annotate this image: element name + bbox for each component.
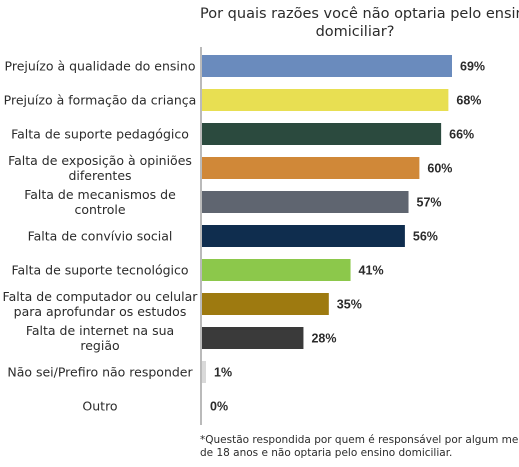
category-label-9: Não sei/Prefiro não responder bbox=[7, 365, 193, 380]
footnote-line-1: *Questão respondida por quem é responsáv… bbox=[200, 434, 519, 446]
value-label-8: 28% bbox=[311, 332, 336, 346]
category-label-6: Falta de suporte tecnológico bbox=[11, 263, 188, 278]
category-label-line: Falta de mecanismos de bbox=[24, 187, 176, 202]
category-label-10: Outro bbox=[82, 399, 117, 414]
category-label-line: Outro bbox=[82, 399, 117, 414]
category-label-line: Prejuízo à qualidade do ensino bbox=[5, 59, 196, 74]
value-label-6: 41% bbox=[359, 264, 384, 278]
category-label-line: Falta de computador ou celular bbox=[3, 289, 199, 304]
bar-3 bbox=[202, 157, 420, 179]
category-label-2: Falta de suporte pedagógico bbox=[11, 127, 189, 142]
category-label-3: Falta de exposição à opiniões diferentes bbox=[8, 153, 192, 183]
category-label-1: Prejuízo à formação da criança bbox=[4, 93, 197, 108]
category-label-line: Falta de exposição à opiniões bbox=[8, 153, 192, 168]
value-label-0: 69% bbox=[460, 60, 485, 74]
chart-title-line-1: Por quais razões você não optaria pelo e… bbox=[200, 6, 519, 22]
chart-title-line-2: domiciliar? bbox=[315, 24, 395, 40]
bar-5 bbox=[202, 225, 405, 247]
value-label-2: 66% bbox=[449, 128, 474, 142]
category-label-line: para aprofundar os estudos bbox=[14, 304, 187, 319]
bar-6 bbox=[202, 259, 351, 281]
bar-4 bbox=[202, 191, 409, 213]
category-label-8: Falta de internet na sua região bbox=[26, 323, 174, 353]
category-label-line: controle bbox=[74, 202, 125, 217]
value-label-9: 1% bbox=[214, 366, 232, 380]
category-label-line: região bbox=[80, 338, 119, 353]
value-label-10: 0% bbox=[210, 400, 228, 414]
bar-0 bbox=[202, 55, 452, 77]
category-label-line: Falta de internet na sua bbox=[26, 323, 174, 338]
bar-7 bbox=[202, 293, 329, 315]
bar-2 bbox=[202, 123, 442, 145]
value-label-1: 68% bbox=[456, 94, 481, 108]
value-label-4: 57% bbox=[417, 196, 442, 210]
category-label-line: Prejuízo à formação da criança bbox=[4, 93, 197, 108]
value-label-5: 56% bbox=[413, 230, 438, 244]
category-label-line: Falta de suporte tecnológico bbox=[11, 263, 188, 278]
category-label-0: Prejuízo à qualidade do ensino bbox=[5, 59, 196, 74]
bar-1 bbox=[202, 89, 449, 111]
category-label-5: Falta de convívio social bbox=[28, 229, 173, 244]
value-label-3: 60% bbox=[427, 162, 452, 176]
category-label-7: Falta de computador ou celular para aprof… bbox=[3, 289, 199, 319]
category-label-line: Falta de convívio social bbox=[28, 229, 173, 244]
category-label-4: Falta de mecanismos de controle bbox=[24, 187, 176, 217]
category-label-line: diferentes bbox=[68, 168, 131, 183]
category-label-line: Falta de suporte pedagógico bbox=[11, 127, 189, 142]
bar-8 bbox=[202, 327, 304, 349]
footnote-line-2: de 18 anos e não optaria pelo ensino dom… bbox=[200, 447, 453, 459]
value-label-7: 35% bbox=[337, 298, 362, 312]
bar-9 bbox=[202, 361, 206, 383]
category-label-line: Não sei/Prefiro não responder bbox=[7, 365, 193, 380]
